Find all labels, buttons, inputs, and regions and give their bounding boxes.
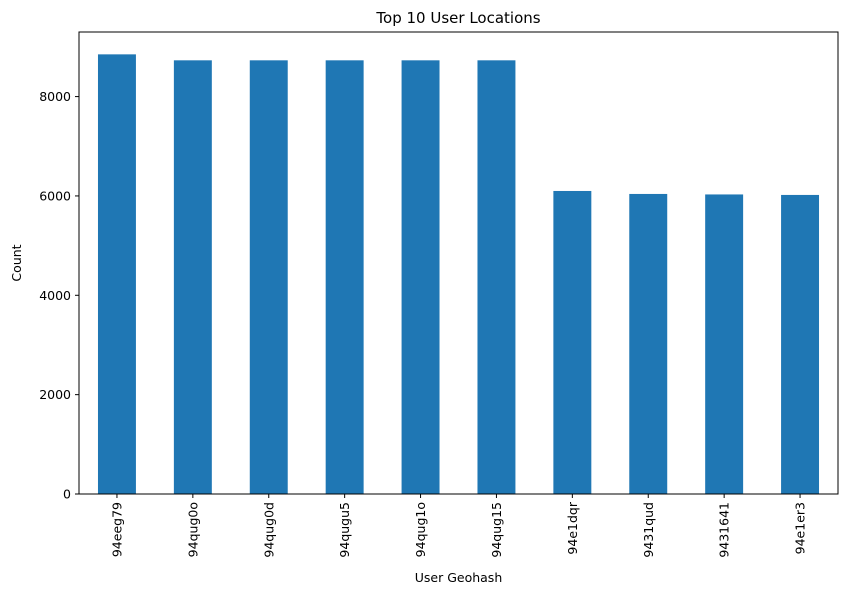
y-ticks-group: 0 2000 4000 6000 8000 bbox=[39, 89, 79, 502]
bar-9431641 bbox=[705, 194, 744, 494]
axes-frame bbox=[78, 31, 839, 495]
bar-9431qud bbox=[629, 193, 668, 495]
y-tick-label: 0 bbox=[63, 487, 71, 502]
x-tick-label: 94qugu5 bbox=[337, 502, 352, 558]
bar-94e1er3 bbox=[781, 194, 820, 494]
y-tick-label: 6000 bbox=[39, 188, 71, 203]
bar-94eeg79 bbox=[97, 54, 136, 495]
y-tick-label: 4000 bbox=[39, 288, 71, 303]
x-tick-label: 94qug1o bbox=[413, 502, 428, 557]
x-tick-label: 9431qud bbox=[641, 502, 656, 558]
x-tick-label: 94qug0d bbox=[261, 502, 276, 558]
bar-94e1dqr bbox=[553, 190, 592, 494]
chart-title: Top 10 User Locations bbox=[375, 9, 540, 27]
x-ticks-group: 94eeg79 94qug0o 94qug0d 94qugu5 94qug1o 94qug… bbox=[109, 494, 808, 558]
bar-94qug0d bbox=[249, 60, 288, 494]
x-tick-label: 94e1er3 bbox=[793, 502, 808, 554]
x-axis-label: User Geohash bbox=[415, 570, 503, 585]
y-axis-label: Count bbox=[9, 244, 24, 281]
bar-94qug0o bbox=[173, 60, 212, 494]
bar-94qug1o bbox=[401, 60, 440, 494]
x-tick-label: 94e1dqr bbox=[565, 501, 580, 554]
bar-94qug15 bbox=[477, 60, 516, 494]
x-tick-label: 94qug0o bbox=[185, 502, 200, 557]
x-tick-label: 94eeg79 bbox=[109, 502, 124, 557]
bar-94qugu5 bbox=[325, 60, 364, 494]
y-tick-label: 8000 bbox=[39, 89, 71, 104]
y-tick-label: 2000 bbox=[39, 387, 71, 402]
bars-group bbox=[97, 54, 820, 495]
x-tick-label: 9431641 bbox=[717, 502, 732, 558]
x-tick-label: 94qug15 bbox=[489, 502, 504, 558]
